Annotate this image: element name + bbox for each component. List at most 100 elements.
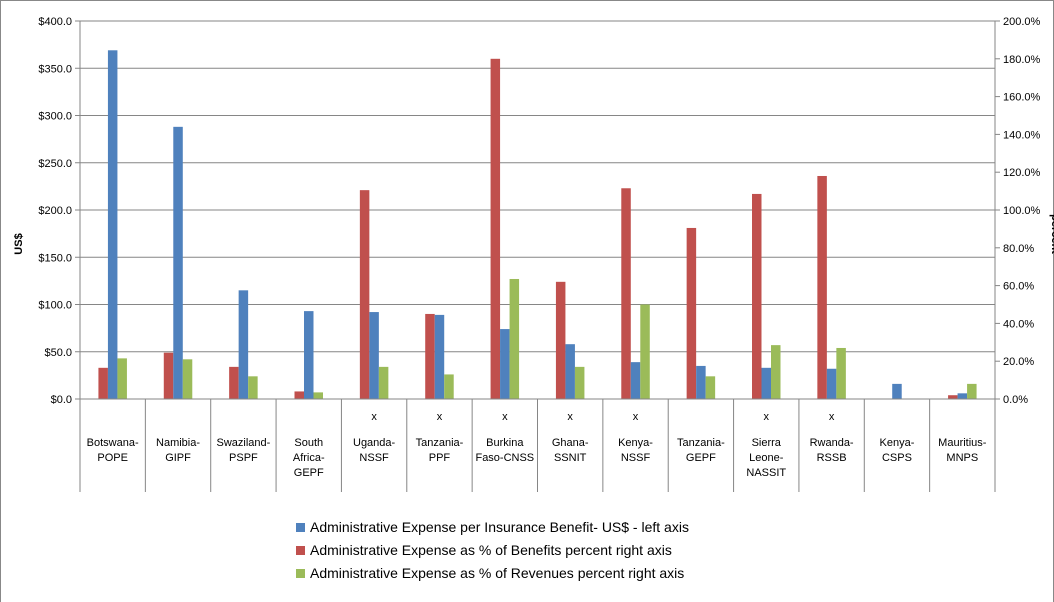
- category-label-line: Africa-: [293, 452, 325, 464]
- axes: $0.0 $50.0 $100.0 $150.0 $200.0 $250.0 $300.0 $…: [38, 16, 1041, 492]
- right-tick-label: 0.0%: [1003, 394, 1028, 406]
- category-marker: x: [371, 411, 377, 423]
- left-tick-label: $200.0: [38, 205, 72, 217]
- bar: [957, 393, 968, 399]
- gridlines: [80, 20, 995, 400]
- category-label-line: Botswana-: [87, 437, 139, 449]
- bar: [434, 314, 445, 399]
- bar: [621, 188, 631, 399]
- category-label: Namibia- GIPF: [156, 437, 200, 464]
- bar: [425, 313, 435, 399]
- legend-entry: Administrative Expense as % of Revenues …: [310, 565, 684, 581]
- bar: [117, 358, 127, 399]
- legend-entry: Administrative Expense per Insurance Ben…: [310, 519, 689, 535]
- category-label-line: Tanzania-: [416, 437, 464, 449]
- category-label-line: Swaziland-: [216, 437, 270, 449]
- bar: [826, 368, 837, 399]
- category-label: Kenya- CSPS: [880, 437, 915, 464]
- category-label-line: Leone-: [749, 452, 784, 464]
- right-tick-label: 180.0%: [1003, 54, 1041, 66]
- bar: [761, 367, 771, 399]
- category-label-line: Burkina: [486, 437, 524, 449]
- category-label-line: Faso-CNSS: [475, 452, 534, 464]
- bar: [686, 227, 697, 399]
- legend: Administrative Expense per Insurance Ben…: [296, 519, 689, 581]
- category-label: Ghana- SSNIT: [552, 437, 589, 464]
- left-axis-title: US$: [13, 233, 25, 254]
- category-label: Sierra Leone- NASSIT: [746, 437, 786, 479]
- bar: [163, 352, 174, 399]
- bar: [500, 329, 510, 399]
- category-marker: x: [502, 411, 508, 423]
- category-label-line: SSNIT: [554, 452, 587, 464]
- category-label: Mauritius- MNPS: [938, 437, 987, 464]
- bar: [229, 366, 239, 399]
- category-label: Kenya- NSSF: [618, 437, 653, 464]
- right-tick-label: 80.0%: [1003, 243, 1034, 255]
- legend-swatch: [296, 523, 305, 532]
- bar: [630, 362, 641, 399]
- bar: [705, 376, 716, 399]
- bar: [574, 366, 585, 399]
- left-tick-label: $400.0: [38, 16, 72, 28]
- bar: [248, 376, 258, 399]
- category-label: Tanzania- PPF: [416, 437, 464, 464]
- bar: [238, 290, 249, 399]
- bar: [640, 304, 650, 399]
- category-label: Uganda- NSSF: [353, 437, 396, 464]
- bar: [313, 392, 323, 399]
- category-label-line: NSSF: [621, 452, 651, 464]
- right-tick-label: 100.0%: [1003, 205, 1041, 217]
- left-tick-label: $250.0: [38, 158, 72, 170]
- category-label-line: Sierra: [752, 437, 782, 449]
- left-tick-label: $50.0: [44, 347, 72, 359]
- category-label-line: NASSIT: [746, 467, 786, 479]
- left-tick-label: $100.0: [38, 300, 72, 312]
- category-label-line: MNPS: [946, 452, 978, 464]
- category-label-line: Uganda-: [353, 437, 396, 449]
- bar: [836, 347, 846, 399]
- category-label: Botswana- POPE: [87, 437, 139, 464]
- right-tick-label: 60.0%: [1003, 281, 1034, 293]
- category-label: South Africa- GEPF: [293, 437, 325, 479]
- category-marker: x: [633, 411, 639, 423]
- category-label: Tanzania- GEPF: [677, 437, 725, 464]
- category-label-line: POPE: [97, 452, 128, 464]
- category-label-line: Kenya-: [880, 437, 915, 449]
- category-label-line: Kenya-: [618, 437, 653, 449]
- category-marker: x: [764, 411, 770, 423]
- category-label-line: GIPF: [165, 452, 191, 464]
- left-tick-label: $300.0: [38, 111, 72, 123]
- bar: [378, 366, 389, 399]
- bar: [359, 190, 370, 399]
- bar: [490, 58, 501, 400]
- bar: [892, 383, 902, 399]
- left-tick-label: $350.0: [38, 63, 72, 75]
- bar: [509, 278, 520, 399]
- category-label-line: RSSB: [817, 452, 847, 464]
- right-tick-label: 160.0%: [1003, 92, 1041, 104]
- category-label-line: CSPS: [882, 452, 912, 464]
- bar: [304, 311, 314, 399]
- bar: [967, 383, 977, 399]
- right-tick-label: 20.0%: [1003, 356, 1034, 368]
- category-label-line: GEPF: [686, 452, 716, 464]
- category-label: Swaziland- PSPF: [216, 437, 270, 464]
- category-marker: x: [437, 411, 443, 423]
- category-label: Burkina Faso-CNSS: [475, 437, 534, 464]
- right-tick-label: 120.0%: [1003, 167, 1041, 179]
- bar: [369, 312, 379, 399]
- right-tick-label: 200.0%: [1003, 16, 1041, 28]
- category-marker: x: [829, 411, 835, 423]
- left-tick-label: $150.0: [38, 252, 72, 264]
- bar: [948, 395, 958, 399]
- bar: [98, 367, 108, 399]
- right-tick-label: 140.0%: [1003, 129, 1041, 141]
- legend-entry: Administrative Expense as % of Benefits …: [310, 542, 672, 558]
- bar: [752, 193, 762, 399]
- bar: [444, 374, 454, 399]
- bar: [555, 281, 566, 399]
- category-marker: x: [567, 411, 573, 423]
